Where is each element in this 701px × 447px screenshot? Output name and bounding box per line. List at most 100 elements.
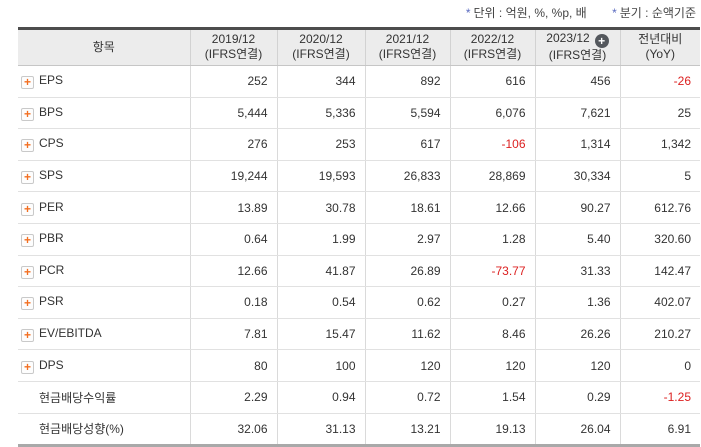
expand-plus-icon[interactable]: + [21, 360, 34, 374]
value-cell: 41.87 [276, 255, 365, 288]
table-row-sps: + SPS 19,244 19,593 26,833 28,869 30,334 … [18, 160, 700, 193]
value-cell: 276 [189, 128, 277, 161]
expand-plus-icon[interactable]: + [21, 329, 34, 343]
value-cell: 0.62 [364, 286, 450, 319]
table-row-dps: + DPS 80 100 120 120 120 0 [18, 349, 700, 382]
value-cell: 18.61 [364, 191, 450, 224]
value-cell: 26,833 [364, 160, 450, 193]
value-cell: 6,076 [449, 97, 535, 130]
value-cell: 32.06 [189, 413, 277, 446]
row-label-cell: + EPS [18, 65, 190, 98]
column-header-2020-12: 2020/12 (IFRS연결) [276, 28, 365, 66]
value-cell: 1,314 [534, 128, 620, 161]
value-cell: 253 [276, 128, 365, 161]
row-label-cell: + EV/EBITDA [18, 318, 190, 351]
value-cell: 7,621 [534, 97, 620, 130]
value-cell: 2.29 [189, 381, 277, 414]
value-cell: 616 [449, 65, 535, 98]
value-cell: 12.66 [449, 191, 535, 224]
value-cell: 80 [189, 349, 277, 382]
expand-plus-icon[interactable]: + [21, 107, 34, 121]
value-cell: -1.25 [619, 381, 700, 414]
value-cell: 7.81 [189, 318, 277, 351]
row-label: EV/EBITDA [39, 326, 102, 341]
row-label: DPS [39, 357, 64, 372]
value-cell: 0.64 [189, 223, 277, 256]
value-cell: -26 [619, 65, 700, 98]
value-cell: -106 [449, 128, 535, 161]
expand-plus-icon[interactable]: + [21, 297, 34, 311]
value-cell: 5.40 [534, 223, 620, 256]
value-cell: 1.99 [276, 223, 365, 256]
table-row-pcr: + PCR 12.66 41.87 26.89 -73.77 31.33 142.… [18, 255, 700, 288]
column-basis: (IFRS연결) [204, 47, 263, 61]
value-cell: 26.89 [364, 255, 450, 288]
value-cell: 252 [189, 65, 277, 98]
table-row-per: + PER 13.89 30.78 18.61 12.66 90.27 612.7… [18, 191, 700, 224]
row-label: PER [39, 199, 64, 214]
row-label: 현금배당성향(%) [39, 422, 124, 437]
row-label: CPS [39, 136, 64, 151]
value-cell: 1,342 [619, 128, 700, 161]
expand-plus-icon[interactable]: + [21, 202, 34, 216]
add-column-icon[interactable]: + [594, 34, 609, 48]
table-row-bps: + BPS 5,444 5,336 5,594 6,076 7,621 25 [18, 97, 700, 130]
table-annotations: * 단위 : 억원, %, %p, 배 * 분기 : 순액기준 [466, 4, 696, 21]
expand-plus-icon[interactable]: + [21, 171, 34, 185]
value-cell: 617 [364, 128, 450, 161]
basis-note: * 분기 : 순액기준 [612, 4, 696, 21]
expand-plus-icon[interactable]: + [21, 234, 34, 248]
column-period: 2023/12 [546, 31, 590, 45]
row-label-cell: + SPS [18, 160, 190, 193]
value-cell: -73.77 [449, 255, 535, 288]
value-cell: 5,444 [189, 97, 277, 130]
value-cell: 19.13 [449, 413, 535, 446]
row-label-cell: + PCR [18, 255, 190, 288]
row-label: BPS [39, 104, 64, 119]
table-row-cash-dividend-yield: 현금배당수익률 2.29 0.94 0.72 1.54 0.29 -1.25 [18, 381, 700, 414]
value-cell: 28,869 [449, 160, 535, 193]
unit-note: * 단위 : 억원, %, %p, 배 [466, 4, 587, 21]
row-label-cell: + PSR [18, 286, 190, 319]
value-cell: 31.33 [534, 255, 620, 288]
value-cell: 1.54 [449, 381, 535, 414]
expand-plus-icon[interactable]: + [21, 139, 34, 153]
row-label: PBR [39, 231, 64, 246]
table-row-psr: + PSR 0.18 0.54 0.62 0.27 1.36 402.07 [18, 286, 700, 319]
item-column-header: 항목 [18, 28, 190, 66]
column-header-2021-12: 2021/12 (IFRS연결) [364, 28, 450, 66]
expand-plus-icon[interactable]: + [21, 76, 34, 90]
value-cell: 456 [534, 65, 620, 98]
value-cell: 6.91 [619, 413, 700, 446]
value-cell: 25 [619, 97, 700, 130]
row-label: PSR [39, 294, 64, 309]
asterisk-icon: * [465, 6, 471, 20]
row-label-cell: + PBR [18, 223, 190, 256]
column-basis: (IFRS연결) [548, 48, 607, 62]
header-row: 항목 2019/12 (IFRS연결) 2020/12 (IFRS연결) 202… [18, 28, 700, 66]
column-period: 2020/12 [299, 32, 343, 46]
column-header-yoy: 전년대비 (YoY) [619, 28, 700, 66]
value-cell: 8.46 [449, 318, 535, 351]
unit-note-text: 단위 : 억원, %, %p, 배 [473, 6, 587, 20]
column-period: 2022/12 [470, 32, 515, 46]
value-cell: 30,334 [534, 160, 620, 193]
column-period: 전년대비 [638, 32, 683, 46]
row-label: 현금배당수익률 [39, 390, 117, 405]
column-basis: (IFRS연결) [463, 47, 522, 61]
value-cell: 0.94 [276, 381, 365, 414]
table-row-eps: + EPS 252 344 892 616 456 -26 [18, 65, 700, 98]
value-cell: 0 [619, 349, 700, 382]
value-cell: 5,594 [364, 97, 450, 130]
value-cell: 19,244 [189, 160, 277, 193]
value-cell: 13.21 [364, 413, 450, 446]
value-cell: 0.18 [189, 286, 277, 319]
value-cell: 15.47 [276, 318, 365, 351]
row-label: SPS [39, 168, 64, 183]
value-cell: 0.72 [364, 381, 450, 414]
row-label-cell: + CPS [18, 128, 190, 161]
value-cell: 210.27 [619, 318, 700, 351]
expand-plus-icon[interactable]: + [21, 265, 34, 279]
row-label-cell: + DPS [18, 349, 190, 382]
value-cell: 402.07 [619, 286, 700, 319]
